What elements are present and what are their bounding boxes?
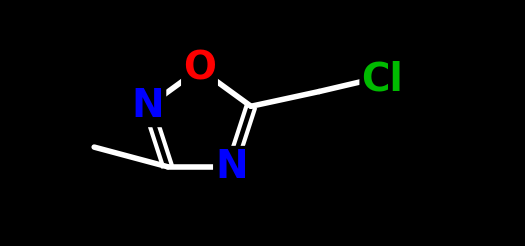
Text: O: O [183, 50, 216, 88]
Text: N: N [132, 87, 164, 125]
Text: Cl: Cl [361, 60, 403, 98]
Text: N: N [215, 148, 248, 186]
